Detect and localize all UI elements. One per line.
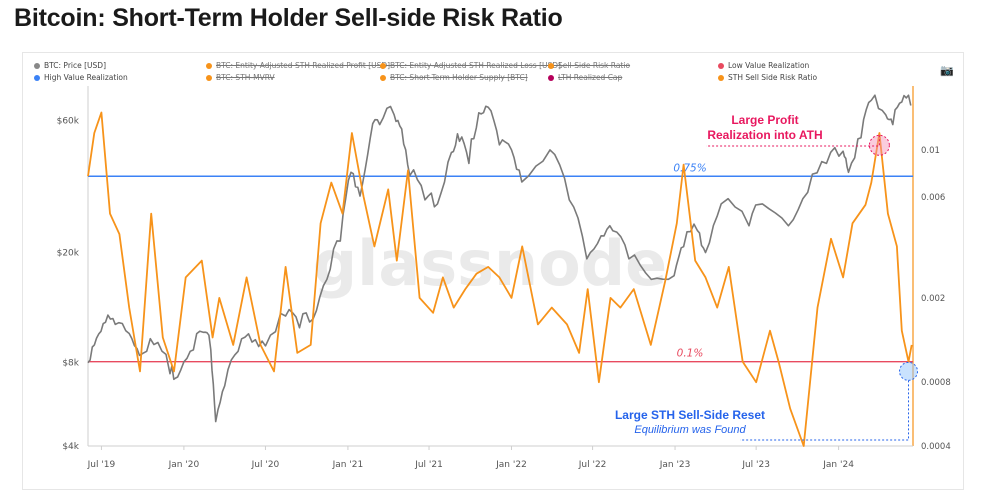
legend-item[interactable]: STH Sell Side Risk Ratio: [718, 73, 817, 82]
legend-item[interactable]: BTC: Short-Term Holder Supply [BTC]: [380, 73, 528, 82]
legend-item[interactable]: LTH Realized Cap: [548, 73, 622, 82]
legend-label: High Value Realization: [44, 73, 128, 82]
legend-label: BTC: Short-Term Holder Supply [BTC]: [390, 73, 528, 82]
sell-side-reset-marker: [899, 361, 919, 381]
x-tick-label: Jul '22: [578, 460, 607, 470]
legend-swatch: [380, 74, 386, 81]
x-tick-label: Jan '22: [495, 460, 527, 470]
legend-item[interactable]: BTC: Entity-Adjusted STH Realized Profit…: [206, 61, 390, 70]
x-tick-label: Jul '23: [741, 460, 770, 470]
x-tick-label: Jul '20: [251, 460, 280, 470]
legend-item[interactable]: Low Value Realization: [718, 61, 809, 70]
y-right-tick-label: 0.0008: [921, 378, 951, 388]
page-title: Bitcoin: Short-Term Holder Sell-side Ris…: [14, 4, 563, 32]
legend-label: STH Sell Side Risk Ratio: [728, 73, 818, 82]
legend-swatch: [380, 62, 386, 69]
legend-item[interactable]: BTC: Entity-Adjusted STH Realized Loss […: [380, 61, 561, 70]
profit-annotation-title: Large Profit: [731, 113, 798, 127]
legend-label: Low Value Realization: [728, 61, 810, 70]
y-right-tick-label: 0.01: [921, 146, 940, 156]
reset-annotation-subtitle: Equilibrium was Found: [634, 424, 746, 436]
legend-swatch: [548, 74, 554, 81]
legend-label: BTC: STH-MVRV: [216, 73, 275, 82]
reset-annotation-leader: [740, 380, 910, 441]
x-tick-label: Jan '24: [822, 460, 854, 470]
x-tick-label: Jan '23: [659, 460, 691, 470]
profit-annotation-subtitle: Realization into ATH: [707, 128, 822, 142]
watermark: glassnode: [313, 227, 667, 300]
legend-swatch: [206, 74, 212, 81]
btc-price-line: [87, 94, 912, 423]
legend-item[interactable]: Sell-Side Risk Ratio: [548, 61, 630, 70]
y-right-tick-label: 0.006: [921, 193, 945, 203]
x-tick-label: Jul '19: [87, 460, 116, 470]
chart-frame: [22, 52, 964, 490]
legend-swatch: [718, 62, 724, 69]
reset-annotation-title: Large STH Sell-Side Reset: [615, 408, 765, 422]
legend-swatch: [548, 62, 554, 69]
legend-swatch: [34, 62, 40, 69]
legend-swatch: [718, 74, 724, 81]
x-tick-label: Jul '21: [414, 460, 443, 470]
y-left-tick-label: $8k: [62, 359, 79, 369]
y-left-tick-label: $20k: [57, 249, 80, 259]
legend-item[interactable]: BTC: STH-MVRV: [206, 73, 275, 82]
legend-swatch: [206, 62, 212, 69]
legend-label: BTC: Entity-Adjusted STH Realized Profit…: [216, 61, 391, 70]
low-threshold-label: 0.1%: [677, 348, 704, 360]
legend-item[interactable]: BTC: Price [USD]: [34, 61, 106, 70]
legend-label: Sell-Side Risk Ratio: [558, 61, 631, 70]
legend-label: LTH Realized Cap: [558, 73, 623, 82]
y-right-tick-label: 0.0004: [921, 442, 951, 452]
x-tick-label: Jan '21: [332, 460, 364, 470]
high-threshold-label: 0.75%: [673, 162, 706, 174]
camera-icon[interactable]: 📷: [940, 65, 954, 77]
sth-sell-side-risk-line: [87, 111, 913, 447]
legend-item[interactable]: High Value Realization: [34, 73, 128, 82]
legend-swatch: [34, 74, 40, 81]
y-left-tick-label: $4k: [62, 442, 79, 452]
legend-label: BTC: Price [USD]: [44, 61, 106, 70]
y-right-tick-label: 0.002: [921, 294, 945, 304]
x-tick-label: Jan '20: [168, 460, 200, 470]
legend-label: BTC: Entity-Adjusted STH Realized Loss […: [390, 61, 561, 70]
y-left-tick-label: $60k: [57, 117, 80, 127]
